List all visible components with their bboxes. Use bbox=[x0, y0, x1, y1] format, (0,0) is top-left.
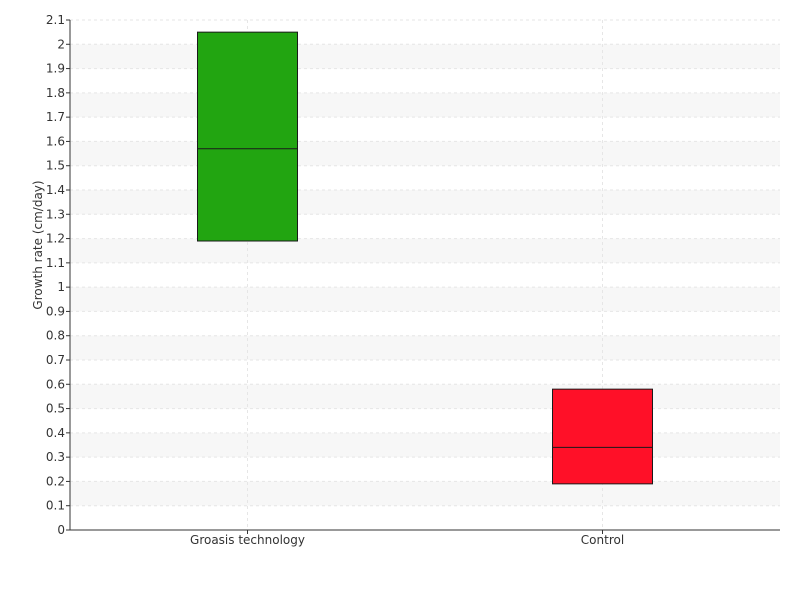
y-tick-label: 1.5 bbox=[46, 159, 65, 173]
x-category-label: Groasis technology bbox=[190, 533, 305, 547]
y-tick-label: 1.1 bbox=[46, 256, 65, 270]
grid-band bbox=[70, 238, 780, 263]
y-tick-label: 0 bbox=[57, 523, 65, 537]
grid-band bbox=[70, 287, 780, 312]
box-iqr bbox=[197, 31, 298, 242]
y-tick-label: 1.3 bbox=[46, 207, 65, 221]
x-axis-labels: Groasis technology Control bbox=[190, 530, 624, 547]
y-axis-title: Growth rate (cm/day) bbox=[31, 180, 45, 309]
y-tick-label: 0.7 bbox=[46, 353, 65, 367]
y-tick-label: 1.6 bbox=[46, 134, 65, 148]
horizontal-gridlines bbox=[70, 19, 780, 507]
y-tick-label: 2.1 bbox=[46, 13, 65, 27]
y-tick-label: 0.4 bbox=[46, 426, 65, 440]
grid-band bbox=[70, 432, 780, 458]
grid-band bbox=[70, 44, 780, 69]
x-category-label: Control bbox=[581, 533, 624, 547]
y-tick-label: 1.2 bbox=[46, 232, 65, 246]
box-iqr bbox=[552, 388, 653, 485]
y-tick-label: 0.1 bbox=[46, 499, 65, 513]
y-tick-label: 0.5 bbox=[46, 402, 65, 416]
grid-band bbox=[70, 141, 780, 166]
y-axis-ticks: 0 0.1 0.2 0.3 0.4 0.5 0.6 0.7 0.8 0.9 1 1.1 1.2 1.3 1.… bbox=[46, 13, 70, 537]
y-tick-label: 1.9 bbox=[46, 62, 65, 76]
boxes bbox=[197, 31, 653, 485]
y-tick-label: 1.8 bbox=[46, 86, 65, 100]
grid-band bbox=[70, 384, 780, 409]
y-tick-label: 1.4 bbox=[46, 183, 65, 197]
y-tick-label: 2 bbox=[57, 37, 65, 51]
y-tick-label: 1 bbox=[57, 280, 65, 294]
y-tick-label: 0.9 bbox=[46, 304, 65, 318]
grid-band bbox=[70, 92, 780, 118]
y-tick-label: 0.3 bbox=[46, 450, 65, 464]
grid-band bbox=[70, 481, 780, 506]
y-tick-label: 1.7 bbox=[46, 110, 65, 124]
grid-band bbox=[70, 190, 780, 215]
y-tick-label: 0.8 bbox=[46, 329, 65, 343]
grid-band bbox=[70, 335, 780, 360]
y-tick-label: 0.2 bbox=[46, 474, 65, 488]
grid-bands bbox=[70, 44, 780, 506]
y-tick-label: 0.6 bbox=[46, 377, 65, 391]
